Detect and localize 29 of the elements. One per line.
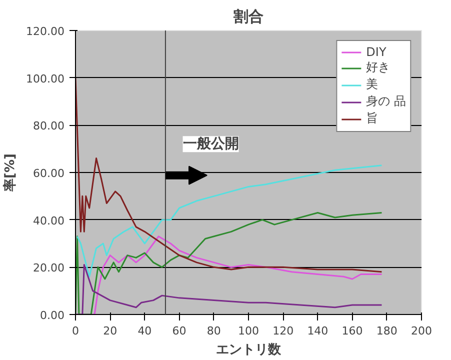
x-axis-title: エントリ数 [216,342,282,358]
line-series [76,212,382,314]
x-tick-label: 40 [138,324,152,338]
legend-label: DIY [366,45,386,59]
y-tick-label: 20.00 [33,262,65,275]
y-tick-label: 80.00 [33,120,65,133]
y-tick-label: 0.00 [40,309,65,322]
legend-label: 身の 品 [366,93,406,110]
x-tick-label: 200 [411,324,432,338]
y-tick-label: 40.00 [33,214,65,228]
chart-title: 割合 [232,8,264,26]
annotation: 一般公開 [182,136,239,152]
x-tick-label: 60 [172,324,186,338]
x-tick-label: 120 [272,324,294,338]
legend-label: 好き [366,59,390,76]
y-tick-label: 60.00 [33,167,65,180]
x-tick-label: 100 [238,324,259,338]
x-tick-label: 180 [376,324,398,338]
y-tick-label: 100.00 [26,72,65,86]
y-tick-label: 120.00 [26,25,65,38]
x-tick-label: 160 [342,324,363,338]
legend-label: 旨 [366,110,380,127]
x-tick-label: 140 [307,324,328,338]
x-tick-label: 80 [206,324,221,338]
x-tick-label: 0 [72,324,79,338]
legend-label: 美 [366,76,380,93]
y-axis-title: 率[%] [2,154,18,192]
line-series [76,164,382,278]
x-tick-label: 20 [103,324,118,338]
